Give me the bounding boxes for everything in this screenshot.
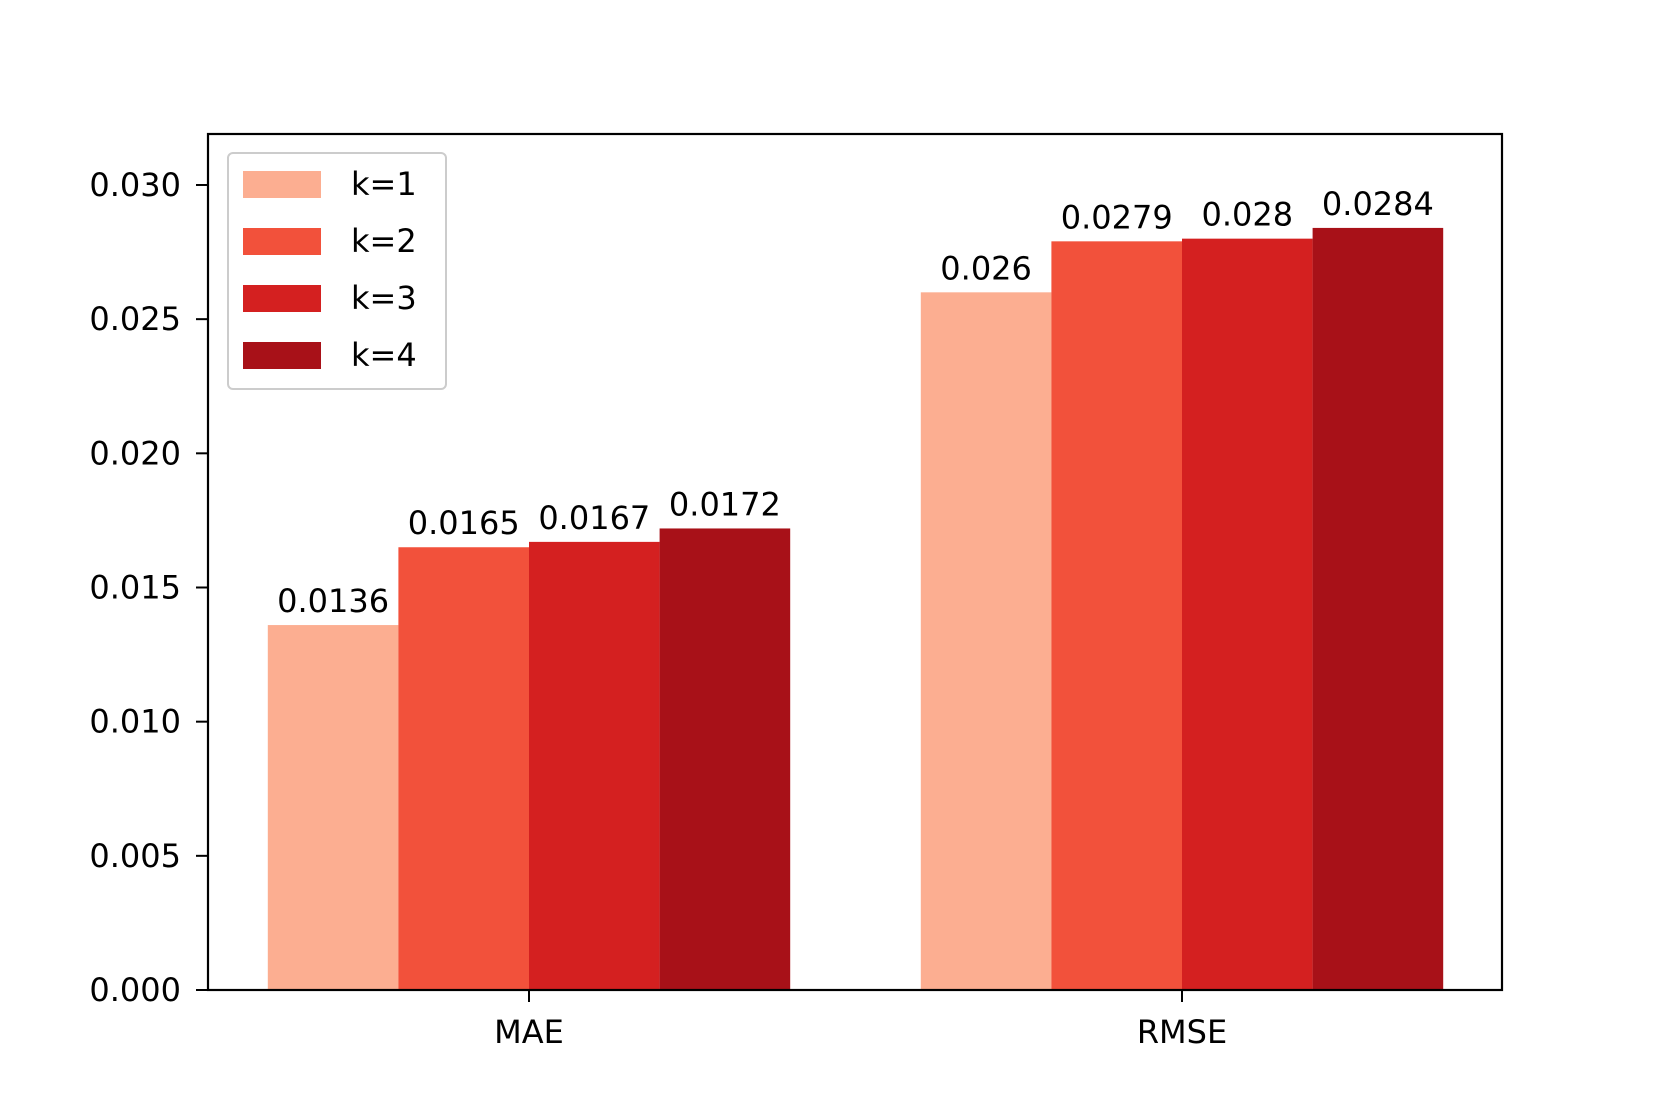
bars-layer [267, 227, 1444, 990]
legend-label-k3: k=3 [351, 279, 417, 317]
legend-label-k1: k=1 [351, 165, 417, 203]
bar-rmse-k1 [920, 292, 1052, 990]
x-axis: MAE RMSE [494, 990, 1227, 1051]
y-tick-label: 0.015 [89, 568, 181, 606]
legend-swatch-k2 [243, 228, 321, 255]
bar-mae-k1 [267, 625, 399, 990]
bar-mae-k4 [659, 528, 791, 990]
data-label-mae-k4: 0.0172 [669, 485, 781, 523]
bar-rmse-k3 [1182, 238, 1313, 990]
data-labels-layer: 0.0136 0.0165 0.0167 0.0172 0.026 0.0279 0.028… [277, 185, 1434, 620]
data-label-mae-k1: 0.0136 [277, 582, 389, 620]
legend-swatch-k4 [243, 342, 321, 369]
data-label-rmse-k1: 0.026 [940, 249, 1032, 287]
x-tick-label-rmse: RMSE [1137, 1013, 1227, 1051]
data-label-rmse-k4: 0.0284 [1322, 185, 1434, 223]
legend-label-k2: k=2 [351, 222, 417, 260]
y-tick-label: 0.000 [89, 971, 181, 1009]
y-tick-label: 0.025 [89, 300, 181, 338]
legend-box [227, 152, 447, 390]
legend-swatch-k3 [243, 285, 321, 312]
y-axis: 0.000 0.005 0.010 0.015 0.020 0.025 0.030 [89, 166, 208, 1009]
bar-rmse-k4 [1312, 227, 1444, 990]
data-label-rmse-k2: 0.0279 [1061, 198, 1173, 236]
bar-rmse-k2 [1051, 241, 1182, 990]
bar-mae-k2 [398, 547, 529, 990]
y-tick-label: 0.020 [89, 434, 181, 472]
data-label-mae-k3: 0.0167 [538, 499, 650, 537]
legend: k=1 k=2 k=3 k=4 [227, 152, 447, 390]
data-label-rmse-k3: 0.028 [1201, 196, 1293, 234]
x-tick-label-mae: MAE [494, 1013, 564, 1051]
y-tick-label: 0.005 [89, 837, 181, 875]
y-tick-label: 0.030 [89, 166, 181, 204]
data-label-mae-k2: 0.0165 [408, 504, 520, 542]
legend-label-k4: k=4 [351, 336, 417, 374]
plot-frame [206, 132, 1504, 992]
y-tick-label: 0.010 [89, 703, 181, 741]
legend-swatch-k1 [243, 171, 321, 198]
bar-mae-k3 [529, 541, 660, 990]
